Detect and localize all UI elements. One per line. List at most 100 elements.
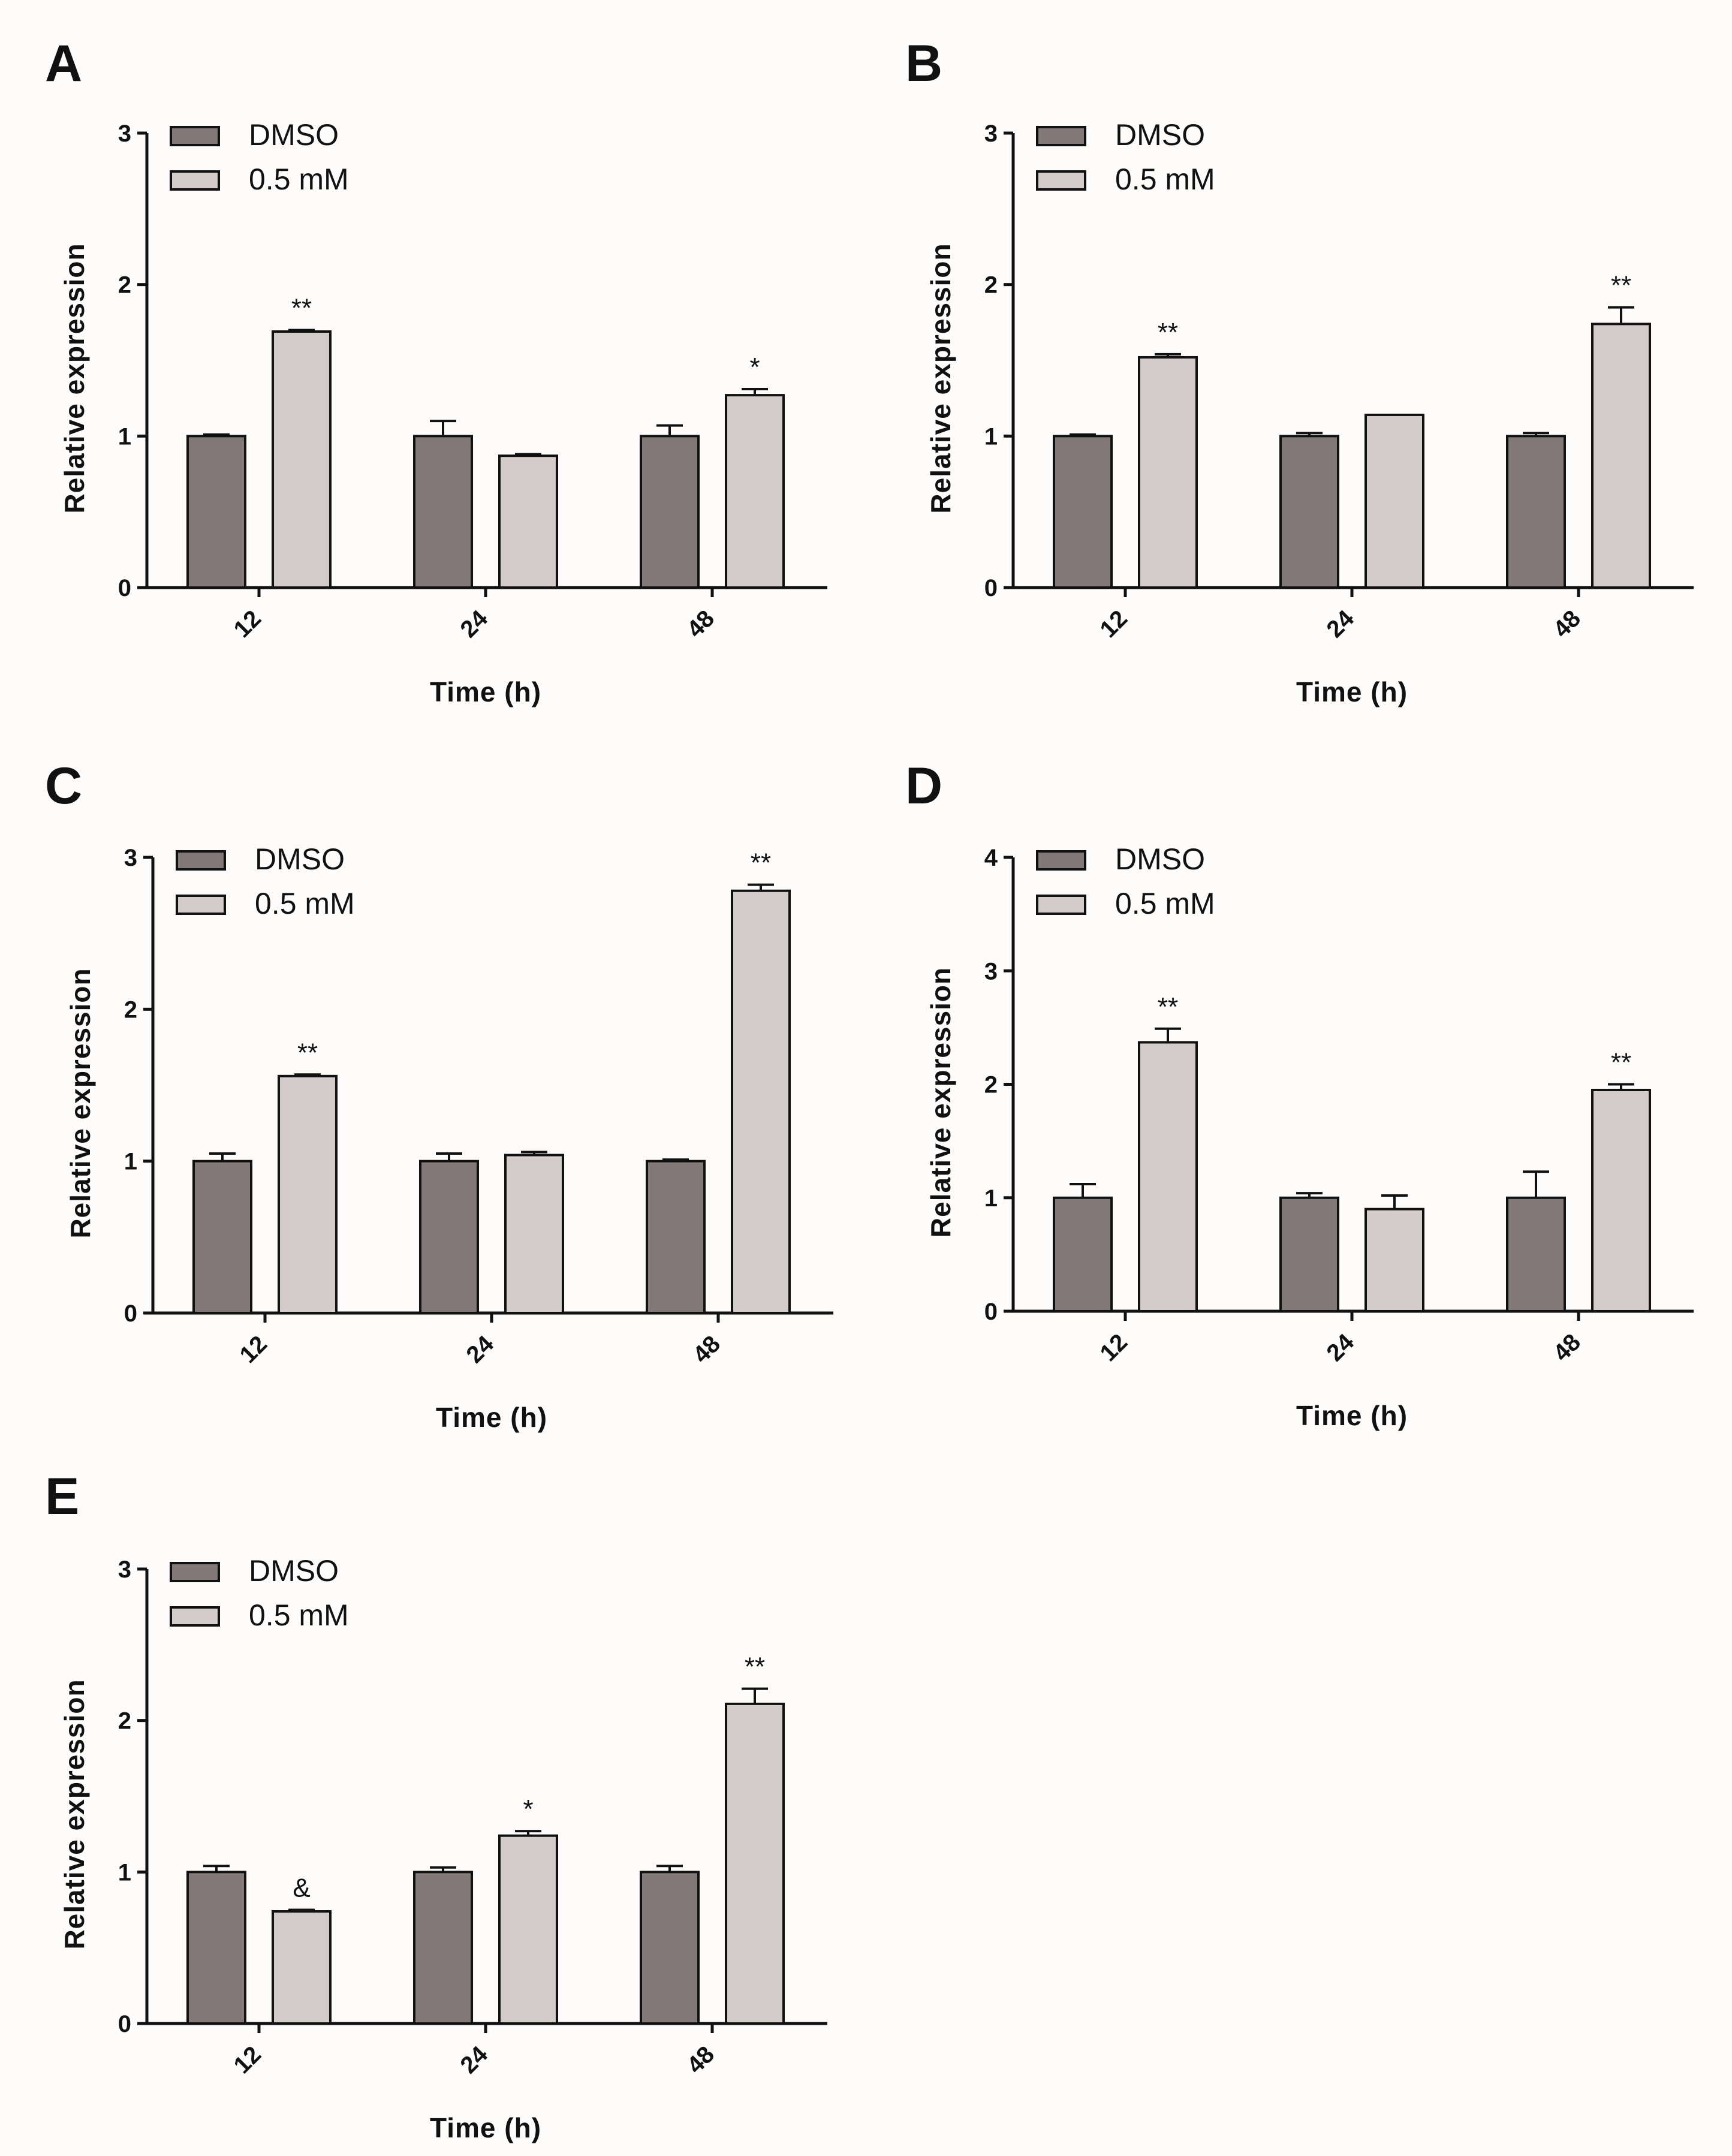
legend-swatch-treated	[176, 895, 226, 915]
y-tick-label: 0	[118, 2011, 131, 2037]
y-tick-label: 2	[124, 996, 137, 1023]
significance-mark: **	[1611, 271, 1631, 300]
bar-treated-24h	[1364, 413, 1424, 589]
significance-mark: *	[749, 353, 760, 382]
y-tick-label: 3	[118, 1556, 131, 1583]
significance-mark: **	[291, 293, 312, 323]
legend-label-treated: 0.5 mM	[255, 887, 355, 920]
x-axis-title: Time (h)	[436, 1402, 547, 1433]
x-tick-label: 24	[462, 1330, 499, 1368]
x-tick-label: 48	[1549, 606, 1586, 643]
y-tick-label: 1	[118, 423, 131, 450]
y-axis-title: Relative expression	[925, 243, 956, 513]
bar-treated-12h	[272, 1910, 332, 2025]
bar-dmso-48h	[646, 1160, 706, 1314]
x-tick-label: 48	[682, 2041, 720, 2079]
legend-label-dmso: DMSO	[1115, 842, 1205, 876]
x-tick-label: 24	[1322, 605, 1360, 643]
bar-treated-24h	[498, 454, 558, 589]
y-tick-label: 1	[984, 1185, 998, 1212]
legend-label-dmso: DMSO	[249, 118, 339, 152]
x-tick-label: 48	[688, 1331, 726, 1369]
bar-dmso-12h	[186, 435, 246, 589]
y-tick-label: 1	[984, 423, 998, 450]
y-tick-label: 0	[124, 1300, 137, 1327]
x-axis-title: Time (h)	[1296, 1400, 1408, 1431]
x-axis-title: Time (h)	[430, 676, 541, 707]
y-tick-label: 4	[984, 845, 998, 871]
bar-treated-12h	[1138, 1041, 1198, 1313]
panel-label: C	[45, 757, 82, 815]
y-tick-label: 1	[124, 1149, 137, 1175]
x-axis-title: Time (h)	[430, 2112, 541, 2143]
bar-dmso-12h	[1053, 435, 1113, 589]
legend-swatch-treated	[170, 170, 220, 191]
significance-mark: **	[1611, 1048, 1631, 1077]
x-tick-label: 48	[1549, 1329, 1586, 1367]
bar-treated-24h	[504, 1154, 564, 1314]
y-tick-label: 2	[984, 1072, 998, 1098]
bar-dmso-24h	[413, 435, 473, 589]
legend-label-treated: 0.5 mM	[1115, 887, 1215, 920]
legend-swatch-dmso	[170, 1562, 220, 1582]
panel-label: B	[905, 35, 942, 92]
bar-dmso-24h	[1279, 435, 1339, 589]
bar-treated-48h	[1591, 1088, 1651, 1313]
y-tick-label: 2	[118, 1708, 131, 1735]
y-tick-label: 0	[984, 1299, 998, 1325]
bar-treated-48h	[1591, 323, 1651, 589]
y-tick-label: 3	[984, 121, 998, 147]
x-tick-label: 12	[229, 2041, 267, 2079]
legend-label-dmso: DMSO	[1115, 118, 1205, 152]
significance-mark: **	[751, 848, 771, 878]
bar-dmso-48h	[640, 1871, 700, 2025]
bar-dmso-12h	[186, 1871, 246, 2025]
x-tick-label: 24	[1322, 1329, 1360, 1366]
significance-mark: *	[523, 1794, 533, 1824]
panel-label: A	[45, 35, 82, 92]
y-axis-title: Relative expression	[59, 243, 90, 513]
bar-treated-12h	[272, 330, 332, 589]
significance-mark: **	[745, 1652, 765, 1682]
y-tick-label: 3	[118, 121, 131, 147]
y-tick-label: 3	[984, 958, 998, 984]
legend-swatch-treated	[1036, 170, 1086, 191]
bar-treated-48h	[731, 889, 791, 1314]
bar-dmso-12h	[192, 1160, 252, 1314]
legend-label-treated: 0.5 mM	[249, 162, 349, 196]
significance-mark: **	[297, 1038, 318, 1067]
x-tick-label: 24	[456, 605, 493, 643]
bar-dmso-48h	[1506, 1196, 1566, 1312]
y-tick-label: 0	[984, 575, 998, 601]
legend-label-dmso: DMSO	[255, 842, 345, 876]
legend-label-treated: 0.5 mM	[1115, 162, 1215, 196]
x-tick-label: 48	[682, 606, 720, 643]
x-tick-label: 24	[456, 2041, 493, 2079]
x-tick-label: 12	[229, 606, 267, 643]
legend-swatch-dmso	[170, 126, 220, 146]
bar-dmso-48h	[1506, 435, 1566, 589]
x-tick-label: 12	[1095, 606, 1133, 643]
y-axis-title: Relative expression	[59, 1679, 90, 1949]
panel-label: E	[45, 1468, 79, 1525]
significance-mark: &	[293, 1874, 310, 1903]
x-tick-label: 12	[1095, 1329, 1133, 1367]
legend-swatch-treated	[1036, 895, 1086, 915]
legend-label-dmso: DMSO	[249, 1554, 339, 1588]
legend-label-treated: 0.5 mM	[249, 1598, 349, 1632]
legend-swatch-dmso	[1036, 850, 1086, 871]
y-tick-label: 1	[118, 1859, 131, 1886]
bar-treated-12h	[1138, 356, 1198, 589]
significance-mark: **	[1158, 992, 1178, 1022]
bar-treated-48h	[725, 394, 785, 589]
bar-dmso-12h	[1053, 1196, 1113, 1312]
bar-dmso-24h	[1279, 1196, 1339, 1312]
bar-treated-24h	[1364, 1208, 1424, 1313]
y-tick-label: 2	[984, 272, 998, 299]
y-axis-title: Relative expression	[65, 968, 96, 1238]
